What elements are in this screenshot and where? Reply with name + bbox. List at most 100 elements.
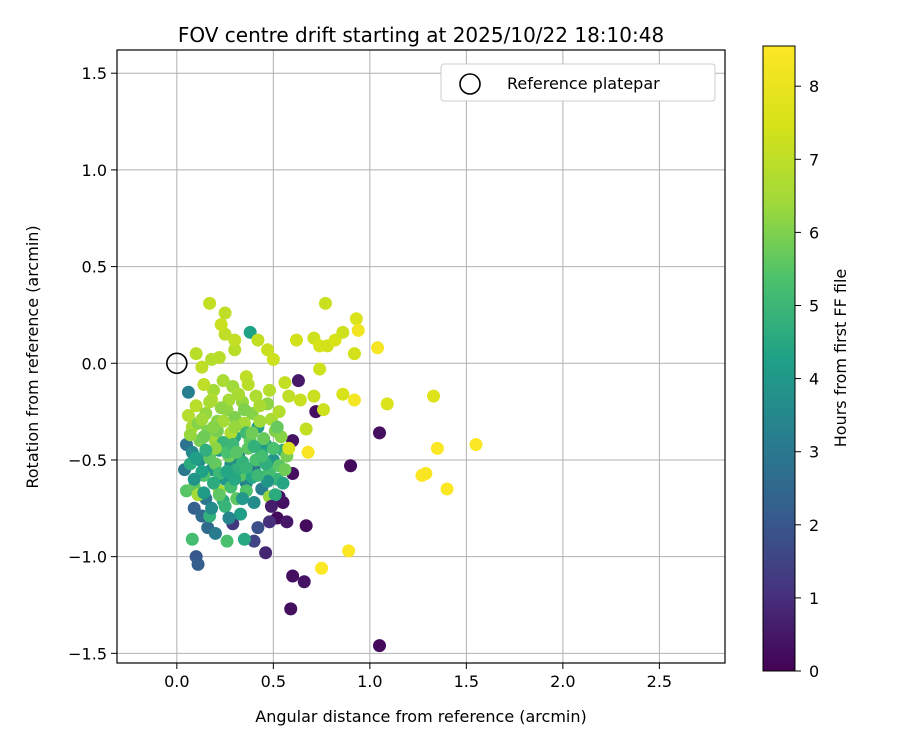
data-point [218, 499, 232, 513]
data-point [344, 459, 358, 473]
y-tick-label: −1.0 [68, 548, 107, 567]
data-point [228, 343, 242, 357]
data-point [185, 532, 199, 546]
data-point [234, 507, 248, 521]
data-point [282, 389, 296, 403]
data-point [261, 343, 275, 357]
data-point [235, 492, 249, 506]
plot-frame [116, 49, 726, 664]
data-point [251, 521, 265, 535]
colorbar-label: Hours from first FF file [831, 269, 850, 448]
data-point [228, 410, 242, 424]
colorbar: 0 1 2 3 4 5 6 7 8 Hours from first FF file [762, 45, 850, 681]
data-point [293, 393, 307, 407]
legend-box [440, 63, 716, 102]
colorbar-tick-label: 4 [809, 370, 819, 389]
data-point [371, 341, 385, 355]
y-tick-label: 1.5 [82, 64, 107, 83]
data-point [197, 486, 211, 500]
data-point [245, 426, 259, 440]
colorbar-tick-label: 0 [809, 662, 819, 681]
data-point [313, 362, 327, 376]
colorbar-tick-label: 7 [809, 150, 819, 169]
x-tick-label: 0.5 [261, 672, 286, 691]
data-point [268, 488, 282, 502]
legend: Reference platepar [440, 63, 716, 102]
data-point [290, 333, 304, 347]
data-point [247, 439, 261, 453]
y-tick-label: 1.0 [82, 161, 107, 180]
data-point [282, 441, 296, 455]
data-point [222, 511, 236, 525]
x-tick-label: 1.0 [357, 672, 382, 691]
data-point [351, 323, 365, 337]
data-point [216, 374, 230, 388]
data-point [349, 312, 363, 326]
data-point [272, 405, 286, 419]
data-point [427, 389, 441, 403]
data-point [207, 383, 221, 397]
y-tick-label: 0.5 [82, 258, 107, 277]
y-tick-label: 0.0 [82, 354, 107, 373]
data-point [208, 526, 222, 540]
data-point [373, 639, 387, 653]
legend-marker-icon [459, 73, 481, 95]
data-points [178, 296, 483, 653]
data-point [195, 412, 209, 426]
data-point [336, 387, 350, 401]
data-point [195, 360, 209, 374]
colorbar-ticks: 0 1 2 3 4 5 6 7 8 [795, 77, 819, 681]
data-point [299, 519, 313, 533]
data-point [189, 347, 203, 361]
colorbar-tick-label: 6 [809, 223, 819, 242]
y-axis-label: Rotation from reference (arcmin) [23, 225, 42, 488]
data-point [251, 468, 265, 482]
colorbar-tick-label: 1 [809, 589, 819, 608]
data-point [208, 441, 222, 455]
data-point [212, 350, 226, 364]
data-point [347, 347, 361, 361]
data-point [253, 414, 267, 428]
data-point [264, 499, 278, 513]
data-point [197, 378, 211, 392]
legend-label: Reference platepar [507, 74, 660, 93]
x-tick-label: 2.0 [550, 672, 575, 691]
data-point [191, 557, 205, 571]
colorbar-gradient [762, 45, 796, 672]
data-point [237, 403, 251, 417]
data-point [440, 482, 454, 496]
reference-platepar-marker [166, 352, 188, 375]
data-point [247, 495, 261, 509]
data-point [181, 385, 195, 399]
colorbar-tick-label: 2 [809, 516, 819, 535]
y-axis-ticks: 1.5 1.0 0.5 0.0 −0.5 −1.0 −1.5 [68, 64, 117, 663]
data-point [197, 430, 211, 444]
data-point [181, 408, 195, 422]
data-point [276, 476, 290, 490]
data-point [286, 569, 300, 583]
data-point [232, 387, 246, 401]
data-point [207, 476, 221, 490]
data-point [315, 561, 329, 575]
data-point [430, 441, 444, 455]
data-point [220, 465, 234, 479]
data-point [203, 296, 217, 310]
colorbar-tick-label: 3 [809, 443, 819, 462]
data-point [212, 488, 226, 502]
data-point [259, 546, 273, 560]
data-point [297, 575, 311, 589]
data-point [347, 393, 361, 407]
data-point [262, 383, 276, 397]
data-point [342, 544, 356, 558]
data-point [261, 474, 275, 488]
data-point [307, 389, 321, 403]
data-point [230, 445, 244, 459]
data-point [469, 437, 483, 451]
x-tick-label: 2.5 [647, 672, 672, 691]
data-point [278, 376, 292, 390]
data-point [262, 515, 276, 529]
data-point [251, 333, 265, 347]
data-point [203, 395, 217, 409]
data-point [278, 463, 292, 477]
